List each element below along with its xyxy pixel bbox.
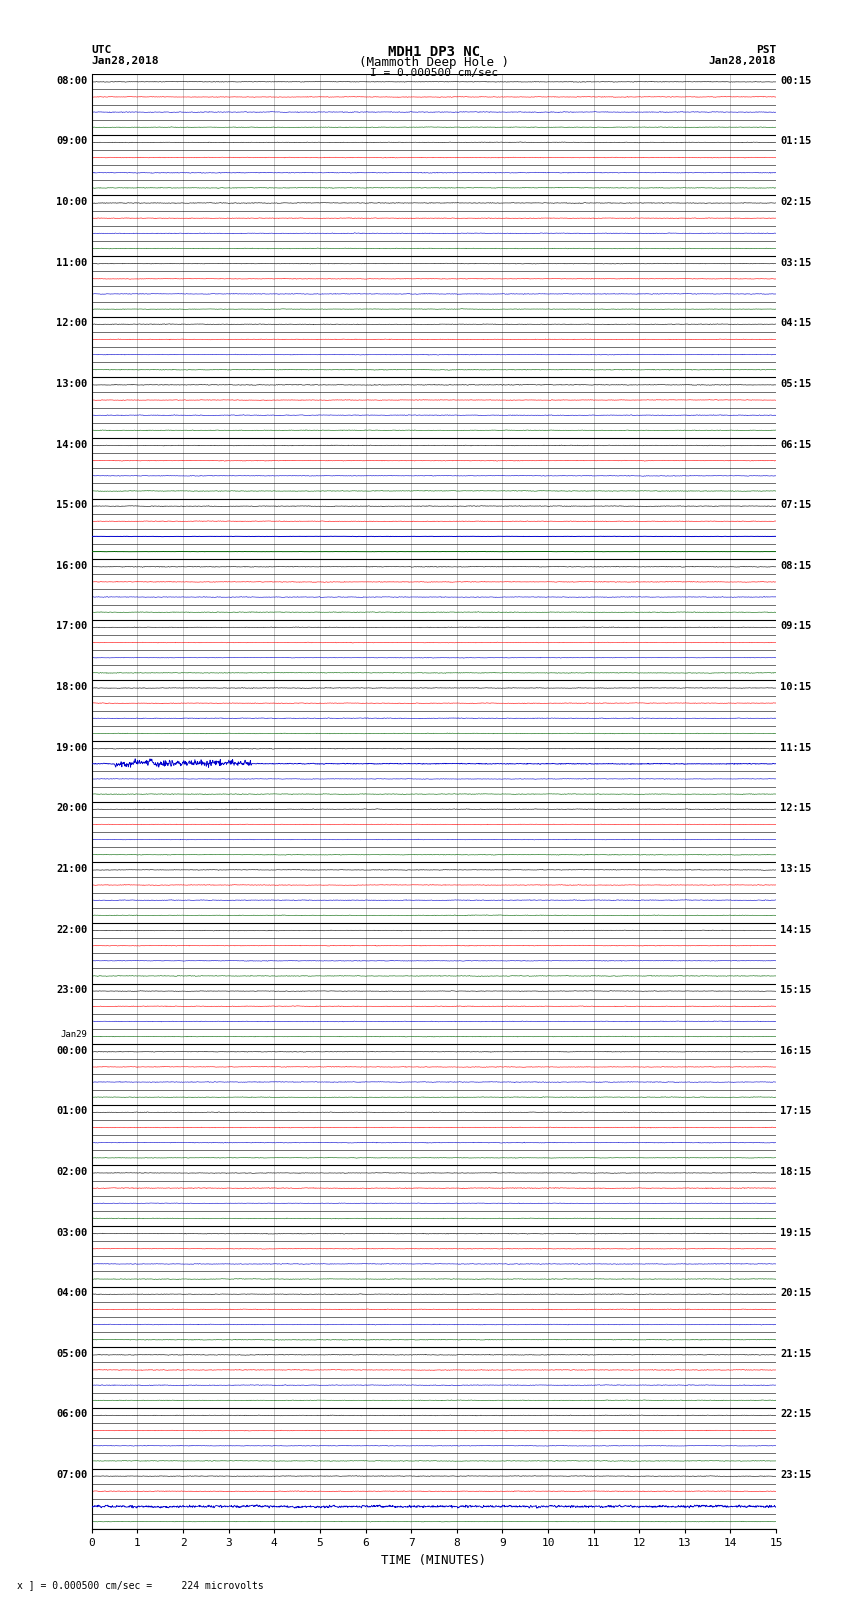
Text: Jan28,2018: Jan28,2018	[709, 56, 776, 66]
Text: 12:15: 12:15	[780, 803, 812, 813]
Text: 14:00: 14:00	[56, 440, 88, 450]
Text: 20:15: 20:15	[780, 1289, 812, 1298]
Text: 19:00: 19:00	[56, 742, 88, 753]
Text: 23:00: 23:00	[56, 986, 88, 995]
Text: 01:00: 01:00	[56, 1107, 88, 1116]
Text: (Mammoth Deep Hole ): (Mammoth Deep Hole )	[359, 56, 509, 69]
Text: 09:15: 09:15	[780, 621, 812, 631]
Text: 17:00: 17:00	[56, 621, 88, 631]
Text: 19:15: 19:15	[780, 1227, 812, 1237]
Text: 08:15: 08:15	[780, 561, 812, 571]
Text: UTC: UTC	[92, 45, 112, 55]
Text: 15:15: 15:15	[780, 986, 812, 995]
Text: 11:00: 11:00	[56, 258, 88, 268]
Text: 21:00: 21:00	[56, 865, 88, 874]
Text: 20:00: 20:00	[56, 803, 88, 813]
Text: 03:00: 03:00	[56, 1227, 88, 1237]
Text: 03:15: 03:15	[780, 258, 812, 268]
Text: 13:00: 13:00	[56, 379, 88, 389]
Text: 16:00: 16:00	[56, 561, 88, 571]
Text: 02:15: 02:15	[780, 197, 812, 206]
Text: 23:15: 23:15	[780, 1469, 812, 1481]
Text: 10:15: 10:15	[780, 682, 812, 692]
X-axis label: TIME (MINUTES): TIME (MINUTES)	[382, 1553, 486, 1566]
Text: 01:15: 01:15	[780, 137, 812, 147]
Text: 09:00: 09:00	[56, 137, 88, 147]
Text: 05:15: 05:15	[780, 379, 812, 389]
Text: 10:00: 10:00	[56, 197, 88, 206]
Text: Jan28,2018: Jan28,2018	[92, 56, 159, 66]
Text: 18:15: 18:15	[780, 1168, 812, 1177]
Text: PST: PST	[756, 45, 776, 55]
Text: 22:00: 22:00	[56, 924, 88, 934]
Text: 07:15: 07:15	[780, 500, 812, 510]
Text: 08:00: 08:00	[56, 76, 88, 85]
Text: 05:00: 05:00	[56, 1348, 88, 1358]
Text: 15:00: 15:00	[56, 500, 88, 510]
Text: x ] = 0.000500 cm/sec =     224 microvolts: x ] = 0.000500 cm/sec = 224 microvolts	[17, 1581, 264, 1590]
Text: 06:00: 06:00	[56, 1410, 88, 1419]
Text: 04:15: 04:15	[780, 318, 812, 329]
Text: 22:15: 22:15	[780, 1410, 812, 1419]
Text: 13:15: 13:15	[780, 865, 812, 874]
Text: 06:15: 06:15	[780, 440, 812, 450]
Text: 07:00: 07:00	[56, 1469, 88, 1481]
Text: 02:00: 02:00	[56, 1168, 88, 1177]
Text: 00:15: 00:15	[780, 76, 812, 85]
Text: 00:00: 00:00	[56, 1045, 88, 1057]
Text: MDH1 DP3 NC: MDH1 DP3 NC	[388, 45, 480, 60]
Text: Jan29: Jan29	[60, 1031, 88, 1039]
Text: 18:00: 18:00	[56, 682, 88, 692]
Text: 12:00: 12:00	[56, 318, 88, 329]
Text: 21:15: 21:15	[780, 1348, 812, 1358]
Text: 04:00: 04:00	[56, 1289, 88, 1298]
Text: 11:15: 11:15	[780, 742, 812, 753]
Text: 17:15: 17:15	[780, 1107, 812, 1116]
Text: 14:15: 14:15	[780, 924, 812, 934]
Text: I = 0.000500 cm/sec: I = 0.000500 cm/sec	[370, 68, 498, 77]
Text: 16:15: 16:15	[780, 1045, 812, 1057]
